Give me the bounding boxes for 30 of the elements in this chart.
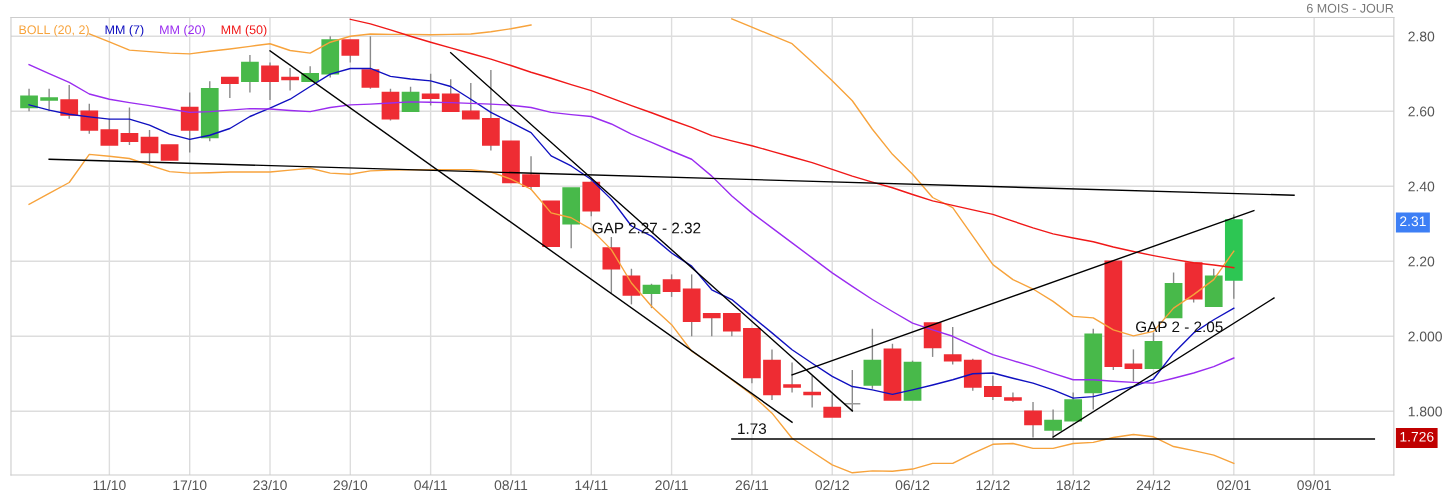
text: MM (7) xyxy=(105,24,144,37)
y-tick-label: 2.20 xyxy=(1408,256,1435,267)
y-tick-label: 2.000 xyxy=(1408,331,1442,342)
text: 2.31 xyxy=(1400,216,1426,227)
text: MM (20) xyxy=(160,24,205,37)
x-tick-label: 12/12 xyxy=(976,479,1010,491)
x-tick-label: 17/10 xyxy=(173,479,207,491)
x-tick-label: 23/10 xyxy=(253,479,287,491)
x-tick-label: 11/10 xyxy=(93,479,126,491)
x-tick-label: 26/11 xyxy=(735,479,769,491)
x-tick-label: 14/11 xyxy=(575,479,608,491)
y-tick-label: 1.800 xyxy=(1408,406,1442,417)
text: 6 MOIS - JOUR xyxy=(1306,3,1394,13)
series-label: BOLL (20, 2) xyxy=(19,24,89,37)
annotation: 1.73 xyxy=(738,423,767,435)
y-tick-label: 2.40 xyxy=(1408,181,1435,192)
text: 1.726 xyxy=(1400,431,1434,442)
x-tick-label: 08/11 xyxy=(494,479,528,491)
x-tick-label: 02/12 xyxy=(815,479,849,491)
x-tick-label: 20/11 xyxy=(655,479,688,491)
x-tick-label: 04/11 xyxy=(414,479,447,491)
x-tick-label: 29/10 xyxy=(333,479,368,491)
text: MM (50) xyxy=(221,24,267,37)
y-tick-label: 2.80 xyxy=(1408,31,1435,42)
x-tick-label: 24/12 xyxy=(1136,479,1171,491)
x-tick-label: 09/01 xyxy=(1297,479,1331,491)
y-tick-label: 2.60 xyxy=(1408,106,1435,117)
x-tick-label: 02/01 xyxy=(1216,479,1251,491)
x-tick-label: 18/12 xyxy=(1056,479,1090,491)
x-tick-label: 06/12 xyxy=(895,479,930,491)
